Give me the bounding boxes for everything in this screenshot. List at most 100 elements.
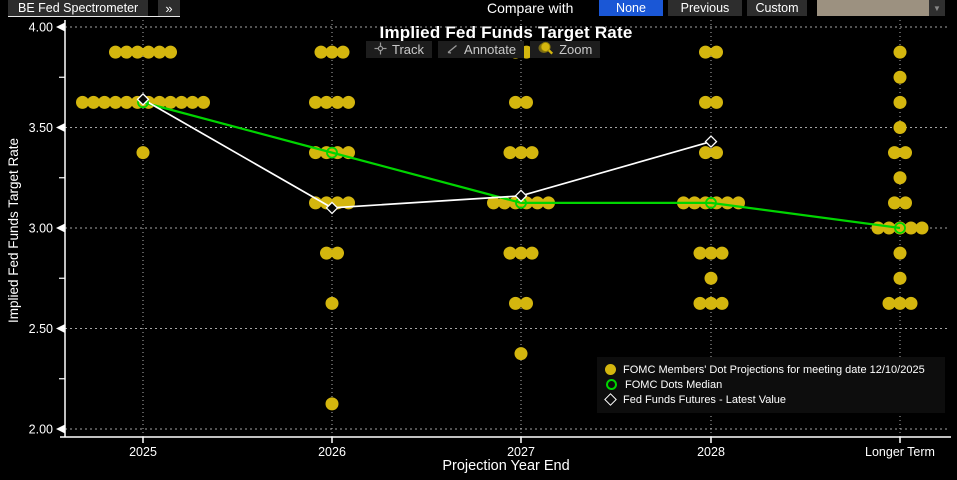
fomc-dot [899,196,912,210]
app-title-button[interactable]: BE Fed Spectrometer [8,0,149,16]
open-diamond-icon [604,393,617,406]
fomc-dot [309,95,322,109]
futures-marker [325,201,339,215]
x-tick-label: 2025 [129,445,157,459]
fomc-dot [109,45,122,59]
chevron-down-icon[interactable]: ▼ [929,0,945,16]
fomc-dot [888,196,901,210]
fomc-dot [525,146,539,160]
x-tick-label: Longer Term [865,445,935,459]
legend-label: FOMC Members' Dot Projections for meetin… [623,363,925,376]
fomc-dot [704,296,718,310]
fomc-dot [325,45,339,59]
fomc-dot [87,95,100,109]
expand-chevrons-button[interactable]: » [158,0,180,16]
track-button-label: Track [392,42,425,57]
fomc-dot [320,95,333,109]
fomc-dot [487,196,500,210]
fomc-dot [120,45,133,59]
fomc-dot [915,221,929,235]
fomc-dot [76,95,89,109]
compare-option-custom[interactable]: Custom [747,0,807,16]
fomc-dot [164,45,177,59]
fomc-dot [893,246,907,260]
legend-item-dots: FOMC Members' Dot Projections for meetin… [605,362,937,377]
pencil-icon [446,42,459,58]
fomc-dot [715,246,729,260]
y-tick-label: 3.50 [29,121,53,135]
fomc-dot [331,246,344,260]
fomc-dot [131,45,144,59]
top-bar: BE Fed Spectrometer » Compare with None … [0,0,957,17]
futures-marker [704,135,718,148]
fomc-dot [325,296,339,310]
fomc-dot [98,95,111,109]
compare-option-none[interactable]: None [599,0,663,16]
fomc-dot [325,397,339,411]
fomc-dot [893,70,907,84]
legend-label: Fed Funds Futures - Latest Value [623,393,787,406]
fomc-dot [888,146,901,160]
legend: FOMC Members' Dot Projections for meetin… [597,357,945,413]
fomc-dot [503,146,517,160]
fomc-dot [520,296,533,310]
fomc-dot [899,146,912,160]
comparison-dropdown[interactable]: ▼ [817,0,945,16]
fomc-dot [153,45,166,59]
fomc-dot [893,271,907,285]
fomc-dot [109,95,122,109]
fomc-dot [164,95,177,109]
fomc-dot [693,296,707,310]
dropdown-value [817,0,929,16]
zoom-button-label: Zoom [559,42,593,57]
fomc-dot [893,121,907,134]
fomc-dot [120,95,133,109]
compare-option-previous[interactable]: Previous [668,0,742,16]
y-tick-arrow [56,123,65,132]
annotate-button[interactable]: Annotate [438,41,525,58]
y-tick-label: 3.00 [29,222,53,236]
fomc-dot [342,95,355,109]
fomc-dot [186,95,199,109]
fomc-dot [336,45,350,59]
fomc-dot [699,146,712,160]
y-tick-label: 2.50 [29,322,53,336]
fomc-dot [710,95,723,109]
x-tick-label: 2027 [507,445,535,459]
fomc-dot [509,95,522,109]
futures-marker [514,189,528,203]
open-circle-icon [606,379,617,390]
fomc-dot [503,246,517,260]
fomc-dot [893,45,907,59]
fomc-dot [175,95,188,109]
track-button[interactable]: Track [366,41,433,58]
fomc-dot [197,95,210,109]
zoom-button[interactable]: Zoom [530,41,601,59]
chart-toolbar: Track Annotate Zoom [366,41,601,59]
filled-circle-icon [605,364,616,375]
y-tick-arrow [56,22,65,32]
x-axis-title: Projection Year End [442,458,570,474]
annotate-button-label: Annotate [464,42,517,57]
magnifier-icon [538,41,554,59]
fomc-dot [893,95,907,109]
fomc-dot [314,45,328,59]
median-marker [705,196,717,209]
fomc-dot [520,95,533,109]
x-tick-label: 2028 [697,445,725,459]
fomc-dot [699,45,712,59]
x-tick-label: 2026 [318,445,346,459]
y-tick-arrow [56,424,65,434]
compare-with-label: Compare with [487,0,574,16]
fomc-dot [514,347,528,361]
fomc-dot [904,221,918,235]
legend-item-median: FOMC Dots Median [605,377,937,392]
futures-marker [136,92,150,106]
chart-title: Implied Fed Funds Target Rate [379,23,633,42]
legend-label: FOMC Dots Median [625,378,723,391]
fomc-dot [525,246,539,260]
fomc-dot [882,296,896,310]
y-axis-title-wrap: Implied Fed Funds Target Rate [0,0,28,460]
legend-item-futures: Fed Funds Futures - Latest Value [604,392,937,407]
